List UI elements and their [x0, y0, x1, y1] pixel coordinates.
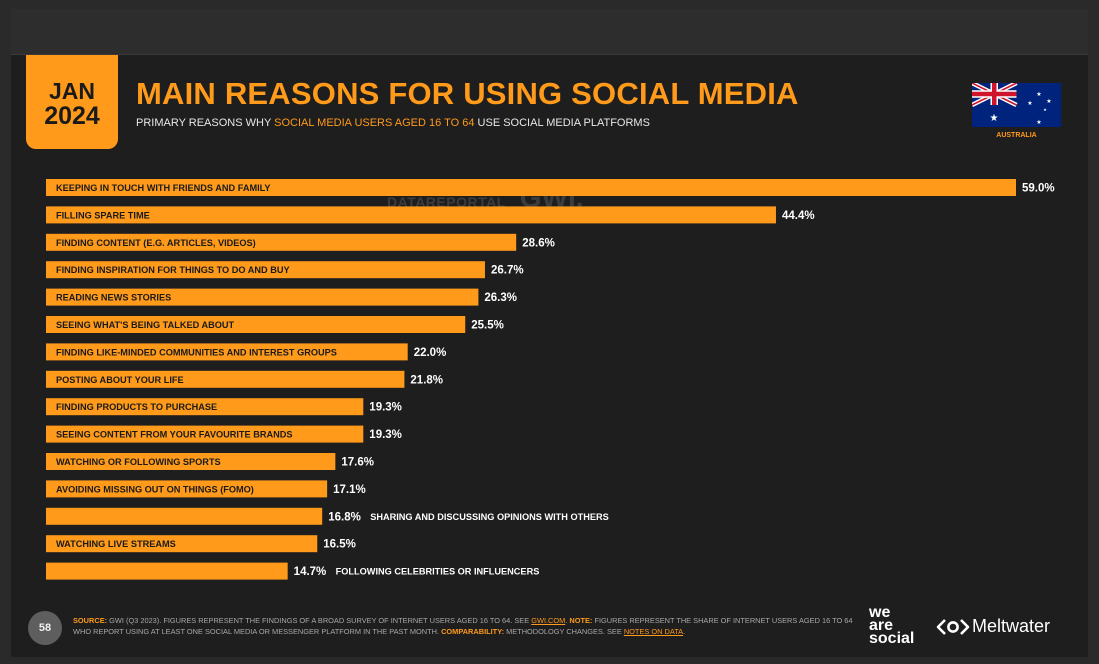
source-link[interactable]: GWI.COM: [531, 616, 566, 625]
page-number: 58: [28, 611, 62, 645]
watermark-datareportal: DATAREPORTAL: [387, 194, 506, 210]
value-label-reading-news-stories: 26.3%: [484, 292, 517, 304]
value-label-finding-inspiration-for-things-to-do-and-buy: 26.7%: [491, 265, 524, 277]
bar-chart: 59.0% KEEPING IN TOUCH WITH FRIENDS AND F…: [46, 179, 1055, 580]
value-label-finding-products-to-purchase: 19.3%: [369, 402, 402, 414]
bar-finding-products-to-purchase: [46, 398, 364, 416]
category-label-filling-spare-time: FILLING SPARE TIME: [56, 210, 150, 220]
note-separator: .: [565, 616, 570, 625]
bar-keeping-in-touch-with-friends-and-family: [46, 179, 1016, 196]
category-label-keeping-in-touch-with-friends-and-family: KEEPING IN TOUCH WITH FRIENDS AND FAMILY: [56, 183, 271, 193]
source-label: SOURCE:: [73, 616, 108, 625]
svg-text:★: ★: [1027, 100, 1032, 107]
logo-word-are: are: [869, 617, 894, 634]
value-label-seeing-content-from-your-favourite-brands: 19.3%: [369, 429, 402, 441]
category-label-avoiding-missing-out-on-things-fomo: AVOIDING MISSING OUT ON THINGS (FOMO): [56, 484, 254, 494]
svg-text:★: ★: [1036, 91, 1041, 98]
date-month: JAN: [48, 78, 95, 104]
value-label-following-celebrities-or-influencers: 14.7%: [294, 566, 327, 578]
svg-text:★: ★: [1046, 98, 1051, 105]
value-label-watching-live-streams: 16.5%: [323, 539, 356, 551]
category-label-sharing-and-discussing-opinions-with-others: SHARING AND DISCUSSING OPINIONS WITH OTH…: [370, 512, 609, 522]
bar-seeing-content-from-your-favourite-brands: [46, 425, 364, 443]
subtitle: PRIMARY REASONS WHY SOCIAL MEDIA USERS A…: [136, 117, 650, 129]
value-label-filling-spare-time: 44.4%: [782, 210, 815, 222]
bar-watching-or-following-sports: [46, 453, 336, 470]
value-label-finding-like-minded-communities-and-interest-groups: 22.0%: [414, 347, 447, 359]
subtitle-pre: PRIMARY REASONS WHY: [136, 117, 275, 129]
category-label-finding-content-e-g-articles-videos: FINDING CONTENT (E.G. ARTICLES, VIDEOS): [56, 238, 256, 248]
bar-following-celebrities-or-influencers: [46, 562, 288, 580]
logo-word-social: social: [869, 630, 915, 647]
note-text: FIGURES REPRESENT THE SHARE OF INTERNET …: [73, 616, 853, 636]
bar-filling-spare-time: [46, 206, 776, 224]
category-label-finding-products-to-purchase: FINDING PRODUCTS TO PURCHASE: [56, 402, 217, 412]
date-year: 2024: [44, 102, 100, 130]
svg-text:★: ★: [990, 113, 999, 124]
comparability-end: .: [683, 626, 686, 636]
value-label-watching-or-following-sports: 17.6%: [341, 457, 374, 469]
top-bar: [11, 9, 1088, 55]
page-title: MAIN REASONS FOR USING SOCIAL MEDIA: [136, 76, 799, 111]
value-label-keeping-in-touch-with-friends-and-family: 59.0%: [1022, 183, 1055, 195]
subtitle-highlight: SOCIAL MEDIA USERS AGED 16 TO 64: [274, 117, 475, 129]
comparability-text: METHODOLOGY CHANGES. SEE: [504, 626, 624, 636]
bar-finding-inspiration-for-things-to-do-and-buy: [46, 261, 485, 279]
subtitle-post: USE SOCIAL MEDIA PLATFORMS: [474, 117, 650, 129]
we-are-social-logo: we are social: [869, 604, 915, 647]
category-label-seeing-what-s-being-talked-about: SEEING WHAT'S BEING TALKED ABOUT: [56, 320, 234, 330]
date-badge: JAN 2024: [26, 55, 118, 149]
category-label-finding-inspiration-for-things-to-do-and-buy: FINDING INSPIRATION FOR THINGS TO DO AND…: [56, 265, 290, 275]
bar-finding-like-minded-communities-and-interest-groups: [46, 343, 408, 361]
value-label-avoiding-missing-out-on-things-fomo: 17.1%: [333, 484, 366, 496]
bar-reading-news-stories: [46, 288, 479, 306]
comparability-label: COMPARABILITY:: [441, 626, 505, 636]
notes-on-data-link[interactable]: NOTES ON DATA: [623, 626, 684, 636]
value-label-seeing-what-s-being-talked-about: 25.5%: [471, 320, 504, 332]
category-label-seeing-content-from-your-favourite-brands: SEEING CONTENT FROM YOUR FAVOURITE BRAND…: [56, 430, 293, 440]
bar-seeing-what-s-being-talked-about: [46, 316, 466, 333]
source-text: GWI (Q3 2023). FIGURES REPRESENT THE FIN…: [107, 616, 532, 625]
bar-sharing-and-discussing-opinions-with-others: [46, 507, 323, 525]
australia-flag-icon: ★ ★ ★ ★ ★ ★: [972, 83, 1061, 127]
bar-avoiding-missing-out-on-things-fomo: [46, 480, 328, 498]
bar-finding-content-e-g-articles-videos: [46, 233, 517, 251]
logo-word-we: we: [869, 604, 891, 621]
svg-text:★: ★: [1043, 107, 1047, 112]
category-label-finding-like-minded-communities-and-interest-groups: FINDING LIKE-MINDED COMMUNITIES AND INTE…: [56, 347, 337, 357]
country-label: AUSTRALIA: [996, 132, 1037, 139]
value-label-sharing-and-discussing-opinions-with-others: 16.8%: [328, 511, 361, 523]
meltwater-icon: [936, 618, 970, 635]
footer-source: SOURCE: GWI (Q3 2023). FIGURES REPRESENT…: [73, 616, 863, 637]
category-label-watching-live-streams: WATCHING LIVE STREAMS: [56, 539, 176, 549]
category-label-following-celebrities-or-influencers: FOLLOWING CELEBRITIES OR INFLUENCERS: [336, 567, 540, 577]
category-label-posting-about-your-life: POSTING ABOUT YOUR LIFE: [56, 375, 184, 385]
bar-watching-live-streams: [46, 535, 318, 553]
meltwater-wordmark: Meltwater: [972, 616, 1051, 636]
slide: JAN 2024 MAIN REASONS FOR USING SOCIAL M…: [11, 55, 1088, 657]
value-label-posting-about-your-life: 21.8%: [410, 374, 443, 386]
category-label-watching-or-following-sports: WATCHING OR FOLLOWING SPORTS: [56, 457, 221, 467]
value-label-finding-content-e-g-articles-videos: 28.6%: [522, 237, 555, 249]
svg-text:★: ★: [1036, 119, 1041, 126]
category-label-reading-news-stories: READING NEWS STORIES: [56, 293, 171, 303]
meltwater-logo: Meltwater: [936, 616, 1050, 637]
bar-posting-about-your-life: [46, 370, 405, 388]
note-label: NOTE:: [569, 616, 593, 625]
